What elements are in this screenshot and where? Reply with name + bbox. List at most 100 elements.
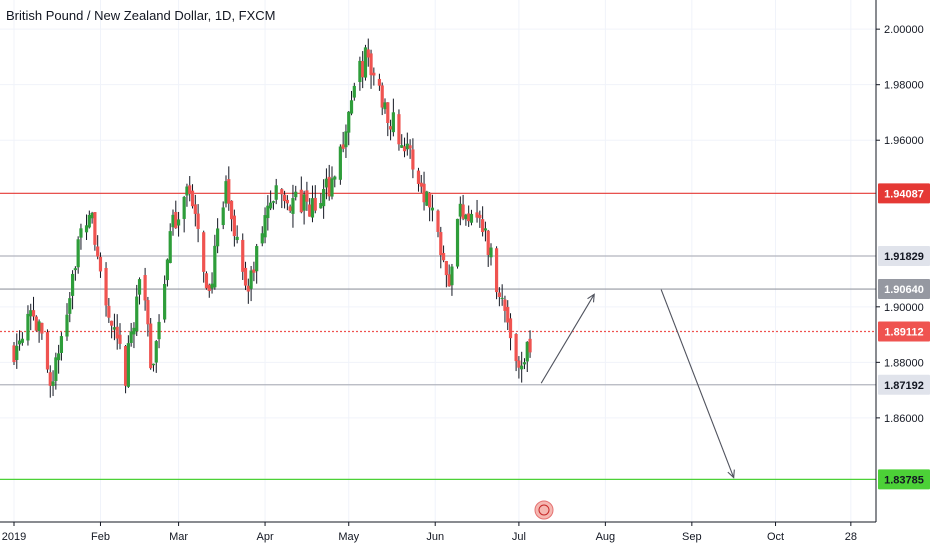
candle-body-down [436, 210, 440, 232]
grid [0, 0, 876, 522]
candle-body-down [514, 334, 518, 362]
candle-body-down [98, 256, 103, 272]
candle [143, 267, 147, 311]
candle-body-down [285, 199, 289, 204]
candle [517, 356, 521, 379]
candle-body-up [235, 236, 239, 241]
candle [216, 218, 220, 254]
candle-body-down [204, 273, 209, 289]
candle [299, 176, 303, 214]
candle-body-up [126, 343, 130, 387]
candle-body-down [506, 306, 510, 323]
candle [51, 370, 55, 397]
candle [31, 296, 36, 321]
candle [93, 212, 97, 251]
candle [137, 277, 142, 305]
candle-body-up [137, 279, 142, 295]
candle-body-up [269, 202, 273, 209]
candle-body-up [383, 102, 387, 110]
candle-body-down [229, 200, 234, 220]
candle-body-down [341, 144, 345, 149]
price-badge-bg [878, 183, 930, 204]
x-tick-label: Aug [596, 531, 616, 543]
candle [40, 322, 44, 340]
candle-body-down [252, 269, 256, 273]
candle [327, 164, 331, 201]
candle-body-down [486, 230, 490, 255]
y-tick-label: 1.88000 [884, 357, 924, 369]
candle [235, 225, 239, 244]
candle [57, 344, 61, 374]
candle [302, 190, 306, 225]
candle-body-down [305, 190, 309, 202]
candle [405, 132, 409, 156]
candle-body-down [146, 300, 150, 325]
candle [232, 209, 236, 247]
arrow-head [727, 469, 735, 479]
candle [204, 271, 209, 290]
candle-body-up [216, 228, 220, 247]
candle-body-down [40, 322, 44, 334]
candle-body-up [455, 218, 460, 267]
candle [422, 171, 426, 211]
candle [528, 330, 532, 358]
candle [274, 178, 278, 205]
candle [123, 345, 128, 394]
candle [338, 144, 342, 185]
price-level-badge: 1.87192 [878, 374, 930, 395]
candle [525, 341, 529, 372]
candle [73, 266, 77, 281]
candle-body-up [430, 207, 435, 211]
candle [319, 193, 323, 209]
candle-body-down [475, 212, 479, 218]
candle-body-up [112, 327, 117, 330]
candle [522, 358, 527, 370]
candle-body-up [458, 203, 462, 217]
candle-body-up [135, 296, 139, 332]
x-tick-label: Oct [767, 531, 784, 543]
candle-body-down [190, 190, 195, 207]
price-badge-label: 1.89112 [884, 326, 923, 338]
candle-body-up [15, 345, 19, 360]
candle-body-down [246, 285, 250, 292]
candle [419, 174, 423, 193]
candle-body-down [123, 345, 128, 386]
candle [157, 314, 161, 349]
candle [185, 183, 189, 207]
candle [151, 363, 156, 372]
candle-body-up [291, 198, 295, 214]
y-tick-label: 1.86000 [884, 413, 924, 425]
candle [450, 263, 454, 296]
candle [252, 261, 256, 282]
candle-body-up [255, 246, 259, 272]
candle [45, 329, 50, 373]
candle-body-down [202, 232, 206, 272]
candle [486, 229, 490, 267]
price-badge-bg [878, 469, 930, 490]
candle-body-up [520, 365, 524, 370]
candle [428, 192, 432, 222]
candle [149, 318, 153, 370]
candle [132, 322, 136, 349]
candle-body-down [143, 275, 147, 301]
candle-body-down [193, 204, 197, 214]
candle-body-up [260, 233, 264, 244]
candle [397, 109, 401, 151]
candle [229, 200, 234, 232]
candle-body-down [48, 372, 52, 386]
candle-body-up [352, 85, 356, 98]
candle-body-down [196, 213, 200, 229]
candle-body-up [54, 357, 58, 381]
candle [65, 303, 69, 341]
candle-body-down [402, 146, 407, 152]
candle [377, 73, 382, 91]
candle-body-up [213, 245, 217, 288]
candle-body-down [241, 239, 245, 272]
candle-body-up [210, 283, 214, 289]
candle-body-down [34, 316, 38, 331]
candle [112, 313, 117, 341]
candle [380, 82, 384, 116]
candle [76, 236, 80, 274]
candle [269, 190, 273, 211]
